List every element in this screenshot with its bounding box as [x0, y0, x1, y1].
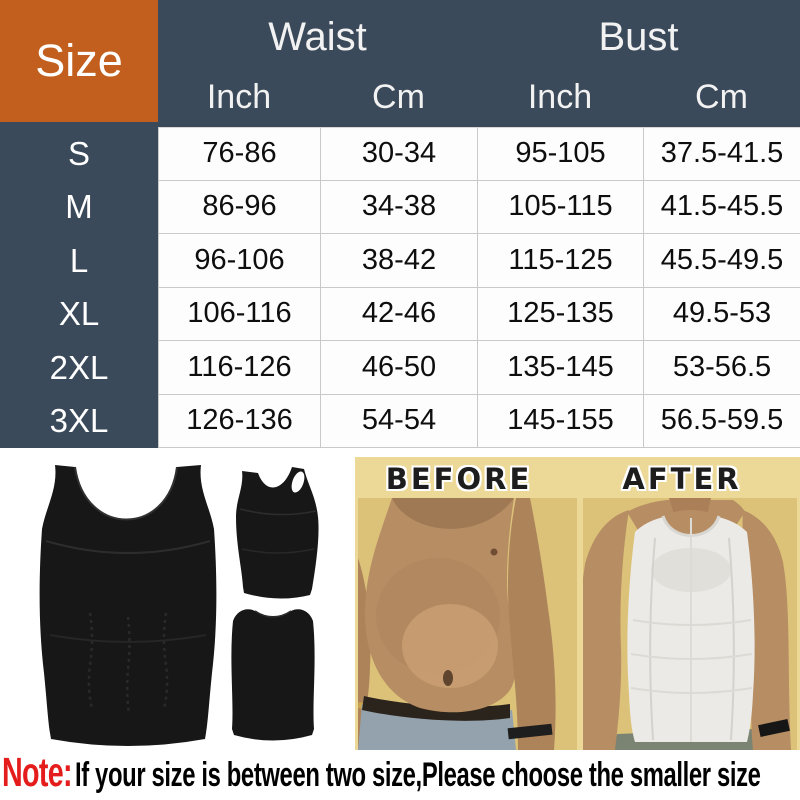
bust-group-header: Bust: [598, 14, 679, 59]
size-cell: 49.5-53: [643, 287, 800, 341]
size-column-background: [0, 122, 158, 448]
size-cell: 41.5-45.5: [643, 180, 800, 234]
size-row-label: M: [65, 188, 93, 226]
size-cell: 56.5-59.5: [643, 394, 800, 448]
size-cell: 135-145: [477, 341, 643, 395]
size-cell: 37.5-41.5: [643, 127, 800, 181]
before-photo: [358, 498, 577, 750]
size-cell: 96-106: [158, 234, 320, 288]
subheader-waist-cm: Cm: [372, 77, 425, 116]
subheader-bust-cm: Cm: [695, 77, 748, 116]
size-table: Size Waist Bust Inch Cm Inch Cm S 76-86 …: [0, 0, 800, 448]
after-photo: [583, 498, 797, 750]
size-cell: 38-42: [320, 234, 477, 288]
size-corner-cell: Size: [0, 0, 158, 122]
after-label: AFTER: [622, 462, 742, 496]
table-header-background: [158, 0, 800, 127]
size-cell: 34-38: [320, 180, 477, 234]
note-text: If your size is between two size,Please …: [74, 756, 761, 794]
before-label: BEFORE: [385, 462, 533, 496]
size-cell: 106-116: [158, 287, 320, 341]
size-cell: 125-135: [477, 287, 643, 341]
subheader-waist-inch: Inch: [206, 77, 272, 116]
size-row-label: 2XL: [49, 348, 109, 386]
note-prefix: Note:: [2, 749, 73, 795]
size-row-label: S: [67, 134, 90, 172]
size-cell: 42-46: [320, 287, 477, 341]
before-after-panel: BEFORE AFTER: [355, 457, 800, 750]
waist-group-header: Waist: [268, 14, 367, 59]
size-row-label: XL: [58, 295, 100, 333]
subheader-bust-inch: Inch: [527, 77, 593, 116]
product-side-view-image: [236, 467, 319, 599]
product-back-view-image: [231, 609, 315, 741]
size-cell: 115-125: [477, 234, 643, 288]
size-row-label: L: [69, 241, 89, 279]
size-cell: 126-136: [158, 394, 320, 448]
size-cell: 30-34: [320, 127, 477, 181]
size-cell: 116-126: [158, 341, 320, 395]
product-front-view-image: [39, 465, 217, 746]
size-cell: 145-155: [477, 394, 643, 448]
size-table-rows: S 76-86 30-34 95-105 37.5-41.5 M 86-96 3…: [0, 127, 800, 448]
size-cell: 95-105: [477, 127, 643, 181]
size-cell: 86-96: [158, 180, 320, 234]
size-cell: 54-54: [320, 394, 477, 448]
note-line: Note: If your size is between two size,P…: [2, 749, 761, 796]
size-cell: 46-50: [320, 341, 477, 395]
size-cell: 45.5-49.5: [643, 234, 800, 288]
size-cell: 105-115: [477, 180, 643, 234]
size-row-label: 3XL: [49, 402, 109, 440]
size-cell: 76-86: [158, 127, 320, 181]
size-cell: 53-56.5: [643, 341, 800, 395]
